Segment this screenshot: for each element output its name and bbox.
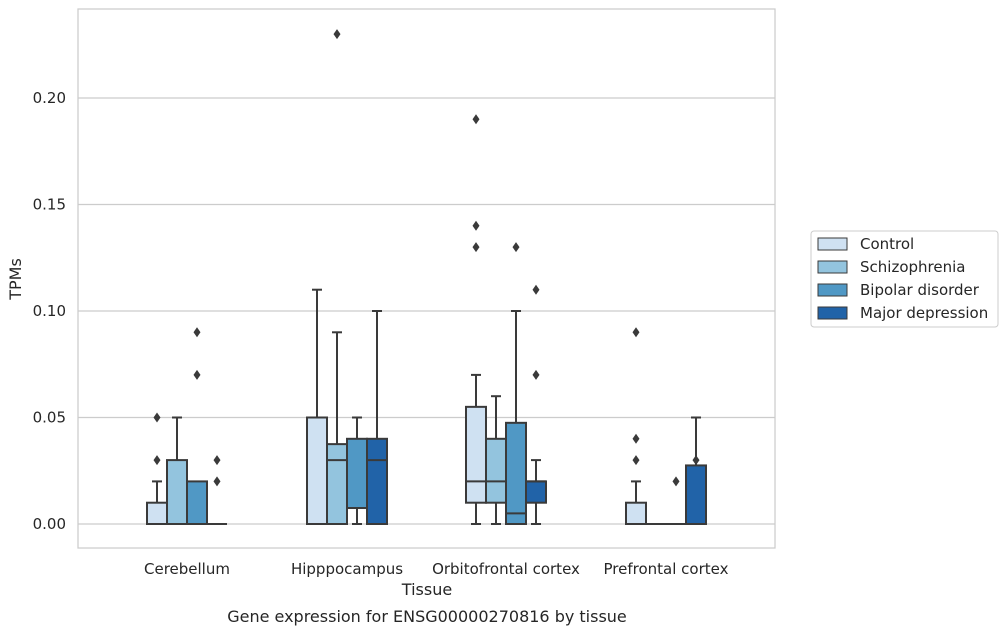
box-group bbox=[326, 29, 348, 525]
y-tick-label: 0.10 bbox=[33, 302, 66, 320]
legend-swatch bbox=[817, 283, 848, 297]
outlier-point bbox=[472, 114, 480, 125]
legend-frame bbox=[810, 230, 999, 328]
box-body bbox=[485, 437, 507, 504]
box-group bbox=[685, 416, 707, 525]
outlier-point bbox=[193, 327, 201, 338]
outlier-point bbox=[692, 455, 700, 466]
legend-swatch bbox=[817, 260, 848, 274]
box-body bbox=[625, 501, 647, 526]
box-body bbox=[346, 437, 368, 510]
box-group bbox=[186, 327, 208, 525]
legend-label: Major depression bbox=[860, 304, 988, 322]
legend: Control Schizophrenia Bipolar disorder Majo… bbox=[810, 230, 999, 328]
legend-swatch bbox=[817, 237, 848, 251]
outlier-point bbox=[632, 455, 640, 466]
box-body bbox=[525, 480, 547, 504]
y-axis-label: TPMs bbox=[6, 258, 25, 301]
box-group bbox=[306, 288, 328, 525]
box-group bbox=[146, 412, 168, 526]
box-group bbox=[625, 327, 647, 526]
box-body bbox=[685, 464, 707, 525]
y-tick-labels: 0.00 0.05 0.10 0.15 0.20 bbox=[33, 89, 66, 533]
box-body bbox=[306, 416, 328, 525]
outlier-point bbox=[472, 242, 480, 253]
outlier-point bbox=[213, 476, 221, 487]
box-body bbox=[465, 405, 487, 504]
outlier-point bbox=[193, 369, 201, 380]
box-group bbox=[465, 114, 487, 525]
box-group bbox=[366, 310, 388, 525]
plot-frame bbox=[77, 8, 776, 549]
outlier-point bbox=[333, 29, 341, 40]
outlier-point bbox=[213, 455, 221, 466]
outlier-point bbox=[632, 327, 640, 338]
box-group bbox=[666, 476, 686, 525]
y-tick-label: 0.00 bbox=[33, 515, 66, 533]
x-tick-label: Hipppocampus bbox=[291, 560, 403, 578]
outlier-point bbox=[472, 220, 480, 231]
box-group bbox=[166, 416, 188, 526]
y-tick-label: 0.20 bbox=[33, 89, 66, 107]
y-tick-label: 0.15 bbox=[33, 196, 66, 214]
x-axis-label: Tissue bbox=[401, 580, 452, 599]
legend-label: Schizophrenia bbox=[860, 258, 965, 276]
box-body bbox=[326, 443, 348, 525]
outlier-point bbox=[632, 433, 640, 444]
box-body bbox=[186, 480, 208, 525]
x-tick-label: Orbitofrontal cortex bbox=[432, 560, 580, 578]
legend-label: Bipolar disorder bbox=[860, 281, 980, 299]
box-body bbox=[505, 421, 527, 526]
outlier-point bbox=[532, 369, 540, 380]
box-group bbox=[485, 395, 507, 525]
outlier-point bbox=[672, 476, 680, 487]
box-body bbox=[366, 437, 388, 525]
outlier-point bbox=[153, 412, 161, 423]
box-group bbox=[505, 242, 527, 526]
outlier-point bbox=[153, 455, 161, 466]
box-body bbox=[166, 459, 188, 526]
legend-label: Control bbox=[860, 235, 914, 253]
x-tick-labels: Cerebellum Hipppocampus Orbitofrontal cort… bbox=[144, 560, 729, 578]
box-group bbox=[525, 284, 547, 525]
y-tick-label: 0.05 bbox=[33, 409, 66, 427]
outlier-point bbox=[512, 242, 520, 253]
x-tick-label: Cerebellum bbox=[144, 560, 230, 578]
box-group bbox=[207, 455, 227, 525]
box-body bbox=[146, 501, 168, 526]
legend-swatch bbox=[817, 306, 848, 320]
boxes-layer bbox=[146, 29, 707, 526]
outlier-point bbox=[532, 284, 540, 295]
box-group bbox=[346, 416, 368, 525]
chart-caption: Gene expression for ENSG00000270816 by t… bbox=[227, 607, 627, 626]
x-tick-label: Prefrontal cortex bbox=[604, 560, 729, 578]
